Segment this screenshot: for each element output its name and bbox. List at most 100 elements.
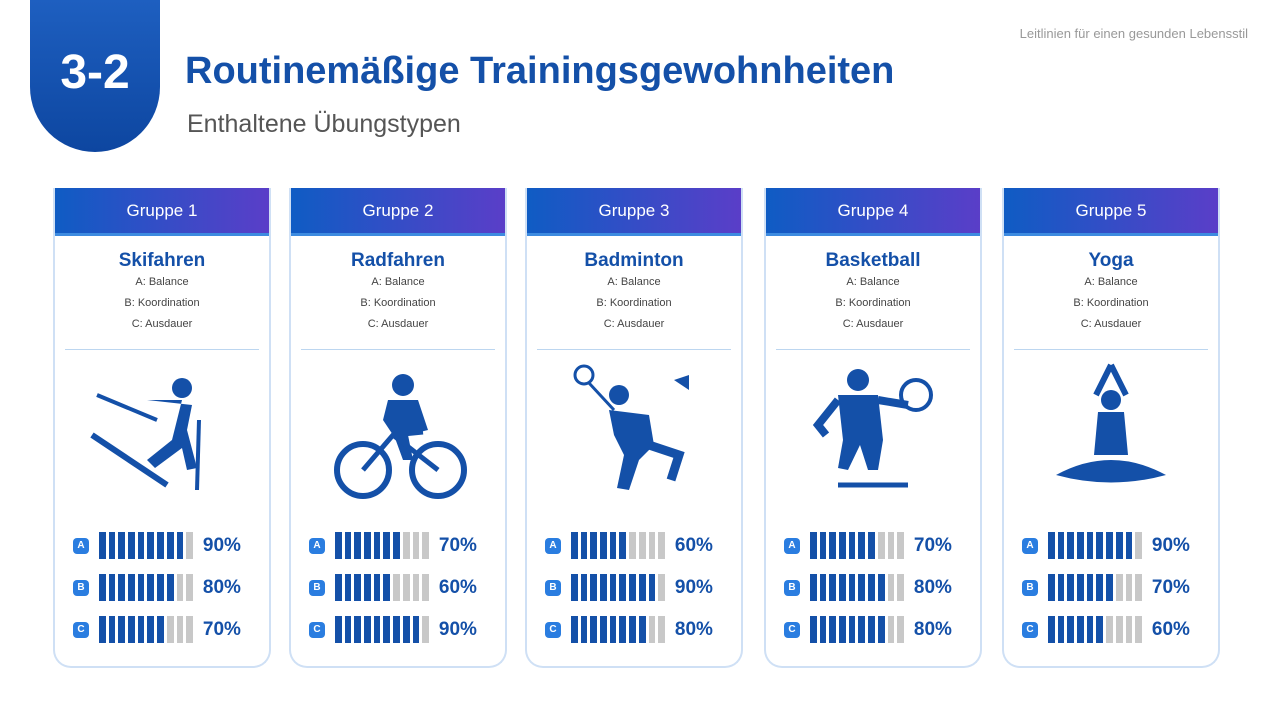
bar-segment bbox=[819, 574, 827, 601]
bar-segment bbox=[619, 616, 627, 643]
metric-row: B 80% bbox=[73, 574, 241, 601]
metric-label: 70% bbox=[202, 618, 241, 640]
bar-segment bbox=[147, 574, 155, 601]
bar-segment bbox=[619, 574, 627, 601]
bar-segment bbox=[186, 574, 193, 601]
bar-segment bbox=[897, 532, 904, 559]
metric-letter: B bbox=[784, 579, 800, 596]
bar-segment bbox=[364, 616, 371, 643]
bar-segment bbox=[810, 574, 817, 601]
bar-segment bbox=[364, 574, 371, 601]
bar-segment bbox=[1106, 574, 1113, 601]
bar-segment bbox=[619, 532, 627, 559]
bar-segment bbox=[344, 574, 352, 601]
bar-segment bbox=[839, 616, 846, 643]
bar-segment bbox=[364, 532, 371, 559]
skill-item: B: Koordination bbox=[835, 297, 911, 309]
bar-segment bbox=[118, 532, 126, 559]
metric-bar bbox=[571, 532, 665, 559]
bar-segment bbox=[137, 616, 145, 643]
bar-segment bbox=[1096, 574, 1104, 601]
bar-segment bbox=[609, 616, 617, 643]
skill-item: B: Koordination bbox=[360, 297, 436, 309]
bar-segment bbox=[1096, 532, 1104, 559]
metric-label: 60% bbox=[1151, 618, 1190, 640]
bar-segment bbox=[868, 616, 875, 643]
bar-segment bbox=[877, 532, 885, 559]
metric-row: C 70% bbox=[73, 616, 241, 643]
bar-segment bbox=[354, 616, 362, 643]
skill-item: A: Balance bbox=[371, 276, 425, 288]
bar-segment bbox=[629, 532, 636, 559]
bar-segment bbox=[118, 574, 126, 601]
metric-label: 60% bbox=[438, 576, 477, 598]
sport-name: Skifahren bbox=[118, 250, 206, 271]
skill-item: C: Ausdauer bbox=[131, 318, 193, 330]
bar-segment bbox=[383, 532, 391, 559]
bar-segment bbox=[1096, 616, 1104, 643]
bar-segment bbox=[571, 616, 578, 643]
bar-segment bbox=[166, 532, 174, 559]
section-badge: 3-2 bbox=[30, 0, 160, 152]
metric-label: 70% bbox=[438, 534, 477, 556]
bar-segment bbox=[1048, 574, 1055, 601]
skill-item: B: Koordination bbox=[1073, 297, 1149, 309]
bar-segment bbox=[108, 532, 116, 559]
bar-segment bbox=[1086, 574, 1094, 601]
metric-letter: A bbox=[73, 537, 89, 554]
bar-segment bbox=[1115, 616, 1123, 643]
bar-segment bbox=[839, 532, 846, 559]
metric-row: A 60% bbox=[545, 532, 713, 559]
sport-name: Badminton bbox=[584, 250, 684, 271]
bar-segment bbox=[897, 574, 904, 601]
skill-item: C: Ausdauer bbox=[367, 318, 429, 330]
metric-row: C 80% bbox=[784, 616, 952, 643]
bar-segment bbox=[1125, 574, 1133, 601]
bar-segment bbox=[402, 532, 410, 559]
metric-bar bbox=[1048, 616, 1142, 643]
bar-segment bbox=[829, 616, 837, 643]
skill-item: B: Koordination bbox=[596, 297, 672, 309]
skill-item: A: Balance bbox=[135, 276, 189, 288]
metric-letter: B bbox=[73, 579, 89, 596]
metric-label: 90% bbox=[202, 534, 241, 556]
metric-row: B 60% bbox=[309, 574, 477, 601]
bar-segment bbox=[166, 616, 174, 643]
bar-segment bbox=[629, 616, 636, 643]
skill-item: A: Balance bbox=[607, 276, 661, 288]
bar-segment bbox=[1077, 616, 1084, 643]
metric-row: B 80% bbox=[784, 574, 952, 601]
bar-segment bbox=[1106, 616, 1113, 643]
bar-segment bbox=[118, 616, 126, 643]
bar-segment bbox=[128, 532, 135, 559]
bar-segment bbox=[373, 616, 381, 643]
bar-segment bbox=[1057, 532, 1065, 559]
bar-segment bbox=[829, 574, 837, 601]
bar-segment bbox=[658, 616, 665, 643]
caption: Leitlinien für einen gesunden Lebensstil bbox=[1019, 26, 1248, 41]
bar-segment bbox=[383, 574, 391, 601]
bar-segment bbox=[354, 574, 362, 601]
metric-label: 70% bbox=[913, 534, 952, 556]
metric-letter: B bbox=[1022, 579, 1038, 596]
sport-icon bbox=[334, 374, 467, 499]
bar-segment bbox=[638, 532, 646, 559]
metric-label: 90% bbox=[674, 576, 713, 598]
metric-row: B 70% bbox=[1022, 574, 1190, 601]
bar-segment bbox=[839, 574, 846, 601]
metric-bar bbox=[571, 616, 665, 643]
bar-segment bbox=[422, 616, 429, 643]
metric-label: 80% bbox=[913, 576, 952, 598]
skill-item: C: Ausdauer bbox=[1080, 318, 1142, 330]
metric-letter: B bbox=[545, 579, 561, 596]
bar-segment bbox=[571, 532, 578, 559]
metric-label: 80% bbox=[202, 576, 241, 598]
metric-letter: A bbox=[1022, 537, 1038, 554]
bar-segment bbox=[99, 616, 106, 643]
divider bbox=[537, 349, 731, 350]
sport-icon bbox=[812, 369, 933, 488]
metric-letter: A bbox=[545, 537, 561, 554]
bar-segment bbox=[1106, 532, 1113, 559]
bar-segment bbox=[137, 532, 145, 559]
